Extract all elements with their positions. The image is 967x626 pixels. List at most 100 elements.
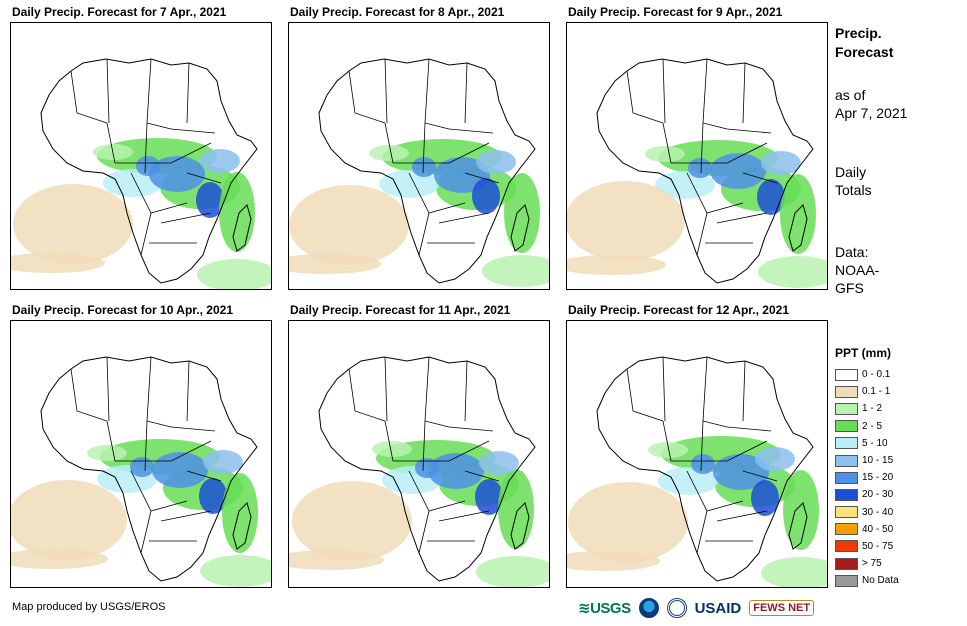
precip-area (13, 184, 133, 264)
country-border (186, 470, 222, 482)
precip-area (482, 255, 549, 287)
data-line-2: NOAA- (835, 262, 880, 278)
precip-area (152, 452, 208, 488)
country-border (626, 70, 664, 124)
precip-area (755, 447, 795, 471)
precip-area (648, 442, 688, 458)
africa-map (289, 356, 549, 587)
precip-map (10, 320, 272, 588)
precip-area (292, 481, 412, 561)
map-credit: Map produced by USGS/EROS (12, 601, 166, 613)
precip-area (412, 157, 436, 177)
legend-label: 1 - 2 (862, 403, 883, 415)
country-border (438, 510, 490, 522)
country-border (384, 356, 388, 422)
country-border (424, 58, 450, 130)
precip-area (476, 556, 549, 587)
africa-map (567, 356, 827, 587)
country-border (393, 142, 490, 164)
coastline (318, 356, 536, 582)
precip-area (415, 458, 439, 478)
panel-title: Daily Precip. Forecast for 12 Apr., 2021 (568, 303, 789, 317)
coastline (318, 58, 536, 284)
usaid-logo: USAID (694, 599, 742, 617)
country-border (662, 58, 666, 124)
heading-line-1: Precip. (835, 25, 882, 41)
country-border (716, 212, 768, 224)
country-border (422, 122, 426, 174)
country-border (106, 122, 116, 164)
legend-item: 15 - 20 (835, 469, 960, 486)
precip-area (567, 181, 685, 261)
precip-area (761, 557, 827, 587)
country-border (160, 212, 212, 224)
country-border (70, 70, 108, 124)
legend-label: 0.1 - 1 (862, 386, 891, 398)
legend-label: 15 - 20 (862, 472, 894, 484)
country-border (186, 62, 190, 124)
country-border (144, 420, 148, 472)
daily-totals-note: Daily Totals (835, 163, 965, 199)
forecast-panel-1: Daily Precip. Forecast for 7 Apr., 2021 (10, 5, 272, 290)
country-border (384, 58, 388, 124)
africa-map (567, 58, 827, 288)
legend-swatch (835, 471, 858, 484)
legend-swatch (835, 523, 858, 536)
legend-label: 50 - 75 (862, 540, 894, 552)
africa-map (11, 356, 271, 587)
precip-area (130, 457, 154, 477)
country-border (464, 62, 468, 124)
country-border (671, 142, 768, 164)
country-border (464, 360, 468, 422)
legend-item: 30 - 40 (835, 504, 960, 521)
precip-area (691, 454, 715, 474)
precip-area (504, 173, 540, 253)
africa-map (289, 58, 549, 287)
legend-swatch (835, 506, 858, 519)
legend-label: 5 - 10 (862, 437, 888, 449)
legend-item: 1 - 2 (835, 400, 960, 417)
country-border (438, 212, 490, 224)
legend-swatch (835, 540, 858, 553)
coastline (232, 502, 252, 550)
country-border (742, 470, 778, 482)
country-border (716, 510, 768, 522)
country-border (726, 128, 772, 134)
country-border (448, 426, 494, 432)
panel-title: Daily Precip. Forecast for 10 Apr., 2021 (12, 303, 233, 317)
precip-area (472, 178, 500, 214)
country-border (418, 510, 430, 554)
country-border (422, 420, 426, 472)
data-line-1: Data: (835, 244, 869, 260)
legend-label: 0 - 0.1 (862, 369, 891, 381)
country-border (146, 58, 172, 130)
precip-area (479, 451, 519, 475)
legend-label: 40 - 50 (862, 523, 894, 535)
precip-area (758, 256, 827, 288)
precip-area (780, 174, 816, 254)
precip-area (568, 482, 688, 562)
country-border (700, 122, 704, 174)
coastline (596, 356, 814, 582)
country-border (702, 356, 728, 428)
country-border (106, 420, 116, 462)
country-border (448, 128, 494, 134)
legend-item: 20 - 30 (835, 486, 960, 503)
country-border (702, 58, 728, 130)
precip-area (713, 454, 769, 490)
forecast-panel-2: Daily Precip. Forecast for 8 Apr., 2021 (288, 5, 550, 290)
country-border (671, 440, 768, 462)
panel-title: Daily Precip. Forecast for 8 Apr., 2021 (290, 5, 505, 19)
forecast-panel-4: Daily Precip. Forecast for 10 Apr., 2021 (10, 303, 272, 588)
country-border (140, 212, 152, 256)
country-border (662, 122, 672, 164)
precip-area (475, 479, 503, 515)
country-border (115, 440, 212, 462)
country-border (418, 212, 430, 256)
legend-swatch (835, 385, 858, 398)
coastline (510, 502, 530, 550)
panel-title: Daily Precip. Forecast for 9 Apr., 2021 (568, 5, 783, 19)
usgs-logo: ≋USGS (578, 600, 631, 617)
fews-net-logo: FEWS NET (749, 600, 815, 616)
country-border (106, 58, 110, 124)
